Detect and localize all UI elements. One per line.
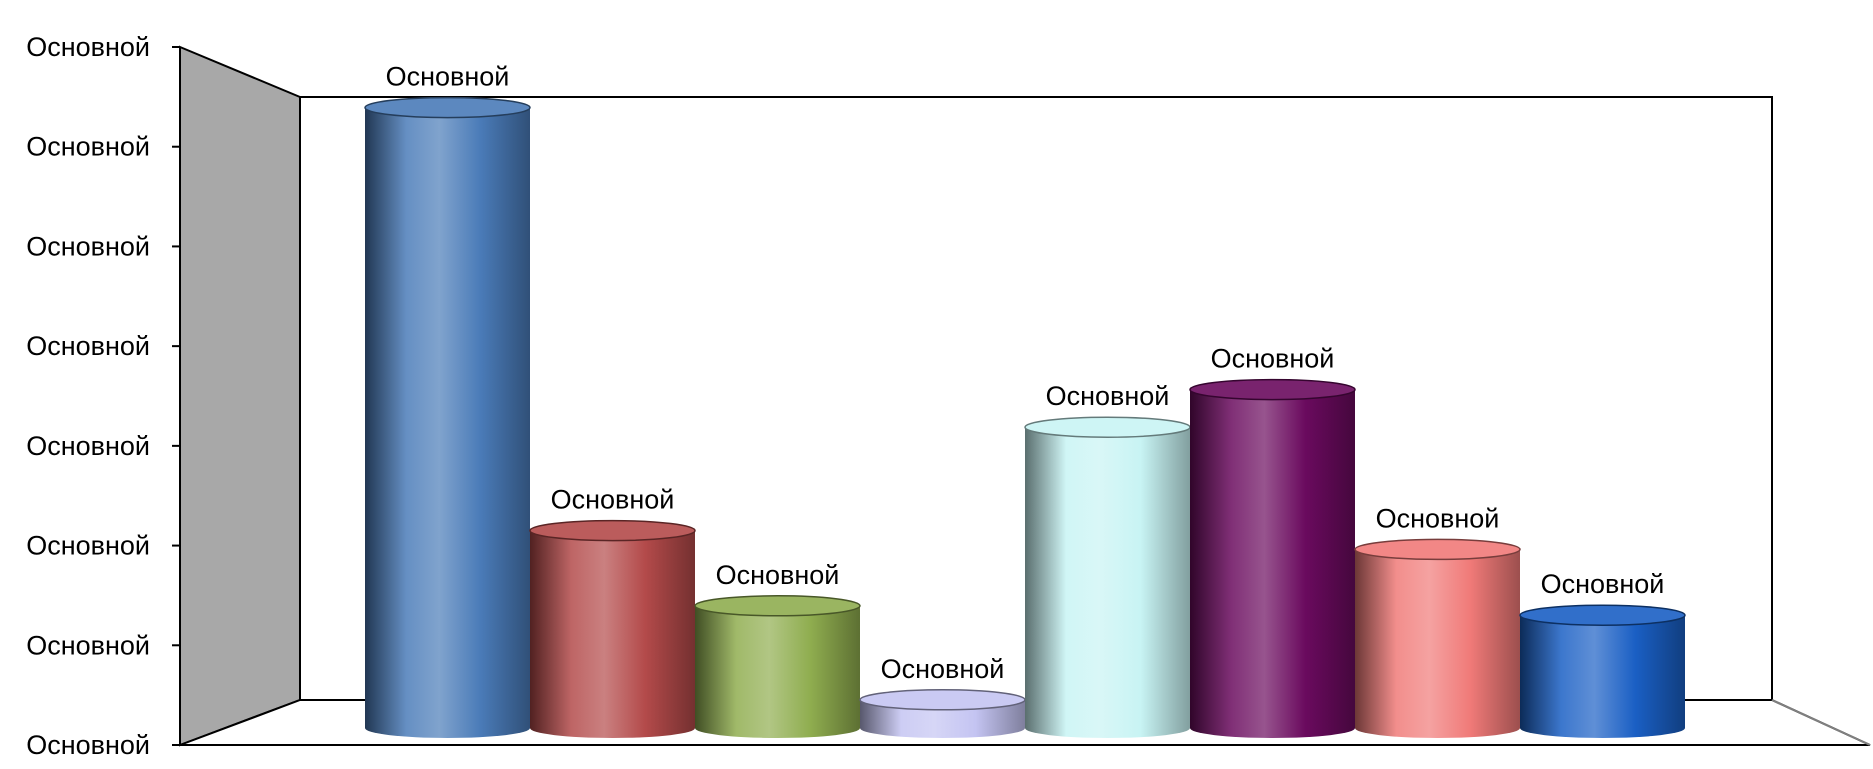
y-tick-label: Основной xyxy=(26,331,150,361)
bar xyxy=(1354,538,1521,738)
bar-top xyxy=(1024,416,1191,438)
bar xyxy=(1189,378,1356,738)
data-label: Основной xyxy=(1211,344,1335,374)
bar xyxy=(859,689,1026,738)
bar-body xyxy=(860,699,1025,738)
bar-top xyxy=(364,96,531,119)
bar xyxy=(694,595,861,738)
y-tick-label: Основной xyxy=(26,630,150,660)
data-label: Основной xyxy=(716,560,840,590)
data-label: Основной xyxy=(1046,381,1170,411)
bar-top xyxy=(1519,604,1686,626)
data-label: Основной xyxy=(551,485,675,515)
bar-body xyxy=(1190,389,1355,738)
bar-body xyxy=(1520,615,1685,738)
y-tick-label: Основной xyxy=(26,531,150,561)
data-labels: Основной Основной Основной Основной Основной… xyxy=(386,62,1665,684)
y-axis: Основной Основной Основной Основной Основной… xyxy=(26,32,181,760)
data-label: Основной xyxy=(881,654,1005,684)
bar xyxy=(1519,604,1686,738)
data-label: Основной xyxy=(1376,503,1500,533)
bar-top xyxy=(694,595,861,617)
bar-body xyxy=(1355,549,1520,738)
bar xyxy=(364,96,531,738)
bar xyxy=(529,519,696,738)
bar-body xyxy=(530,530,695,738)
bar-top xyxy=(529,519,696,542)
data-label: Основной xyxy=(1541,569,1665,599)
bar-body xyxy=(695,605,860,738)
y-tick-label: Основной xyxy=(26,132,150,162)
bar-top xyxy=(1354,538,1521,561)
y-tick-label: Основной xyxy=(26,231,150,261)
chart-left-wall xyxy=(179,45,301,747)
y-tick-label: Основной xyxy=(26,730,150,760)
y-tick-label: Основной xyxy=(26,32,150,62)
bar-body xyxy=(1025,427,1190,738)
bar xyxy=(1024,416,1191,738)
y-tick-label: Основной xyxy=(26,431,150,461)
bar-top xyxy=(859,689,1026,711)
chart-floor-edge xyxy=(1771,699,1871,746)
data-label: Основной xyxy=(386,62,510,92)
bar-body xyxy=(365,107,530,738)
bar-top xyxy=(1189,378,1356,401)
bars xyxy=(364,96,1686,738)
